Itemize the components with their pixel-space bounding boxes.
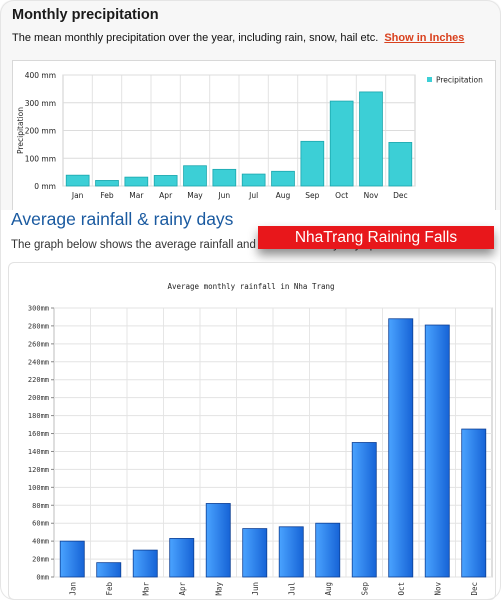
nhatrang-badge: NhaTrang Raining Falls bbox=[258, 226, 494, 249]
description-text: The mean monthly precipitation over the … bbox=[12, 32, 379, 44]
y-tick-label: 160mm bbox=[28, 430, 49, 438]
x-tick-label: Jun bbox=[217, 191, 230, 200]
x-tick-label: Jul bbox=[248, 191, 258, 200]
x-tick-label: Sep bbox=[305, 191, 319, 200]
x-tick-label: May bbox=[214, 582, 223, 596]
x-tick-label: Sep bbox=[360, 582, 369, 596]
x-tick-label: Feb bbox=[105, 582, 114, 596]
y-tick-label: 400 mm bbox=[25, 71, 56, 80]
bar-may bbox=[205, 503, 231, 578]
precipitation-chart-svg: 0 mm 100 mm 200 mm 300 mm 400 mm Precipitatio… bbox=[16, 71, 483, 200]
y-tick-label: 200mm bbox=[28, 394, 49, 402]
y-tick-label: 40mm bbox=[32, 538, 49, 546]
x-tick-label: Jul bbox=[287, 582, 296, 596]
x-tick-label: Aug bbox=[324, 582, 333, 596]
bar-oct bbox=[388, 318, 414, 578]
y-tick-label: 140mm bbox=[28, 448, 49, 456]
y-tick-label: 280mm bbox=[28, 322, 49, 330]
y-axis-label: Precipitation bbox=[16, 107, 25, 154]
y-tick-label: 0mm bbox=[36, 574, 49, 582]
bar-mar bbox=[132, 549, 158, 578]
y-tick-label: 200 mm bbox=[25, 127, 56, 136]
bar-jan bbox=[59, 540, 85, 578]
bar-oct bbox=[329, 100, 354, 187]
y-tick-label: 220mm bbox=[28, 376, 49, 384]
bar-sep bbox=[351, 442, 377, 578]
y-tick-label: 100 mm bbox=[25, 154, 56, 163]
bar-jan bbox=[65, 174, 90, 187]
x-tick-label: Apr bbox=[159, 191, 173, 200]
bar-jun bbox=[212, 168, 237, 187]
bar-apr bbox=[169, 538, 195, 578]
bar-jul bbox=[241, 173, 266, 187]
rainfall-heading: Average rainfall & rainy days bbox=[11, 209, 234, 229]
x-tick-label: Nov bbox=[433, 582, 442, 596]
x-tick-label: Apr bbox=[178, 582, 187, 596]
bar-mar bbox=[124, 176, 149, 187]
y-tick-label: 100mm bbox=[28, 484, 49, 492]
bar-aug bbox=[315, 522, 341, 578]
x-tick-label: Jan bbox=[71, 191, 84, 200]
x-tick-label: Dec bbox=[393, 191, 408, 200]
x-tick-label: Mar bbox=[141, 582, 150, 596]
x-tick-label: Oct bbox=[335, 191, 348, 200]
x-tick-label: Aug bbox=[276, 191, 291, 200]
bar-feb bbox=[95, 180, 119, 187]
bar-dec bbox=[461, 428, 487, 578]
y-tick-label: 20mm bbox=[32, 556, 49, 564]
y-tick-label: 180mm bbox=[28, 412, 49, 420]
section-title: Monthly precipitation bbox=[12, 7, 159, 23]
bar-jun bbox=[242, 528, 268, 578]
x-tick-label: May bbox=[187, 191, 203, 200]
legend-swatch bbox=[427, 77, 432, 82]
x-tick-label: Oct bbox=[397, 582, 406, 596]
bar-may bbox=[183, 165, 207, 187]
y-tick-label: 0 mm bbox=[34, 182, 56, 191]
rainfall-chart: Average monthly rainfall in Nha Trang 0mm… bbox=[8, 262, 496, 600]
legend-label: Precipitation bbox=[436, 76, 483, 85]
show-in-inches-link[interactable]: Show in Inches bbox=[384, 32, 465, 44]
x-tick-label: Jun bbox=[251, 582, 260, 596]
bar-nov bbox=[359, 91, 383, 187]
x-tick-label: Nov bbox=[364, 191, 379, 200]
bar-apr bbox=[153, 175, 178, 187]
x-tick-label: Jan bbox=[68, 582, 77, 596]
bar-dec bbox=[388, 142, 413, 187]
y-tick-label: 300 mm bbox=[25, 99, 56, 108]
y-tick-label: 300mm bbox=[28, 305, 49, 313]
precipitation-chart: 0 mm 100 mm 200 mm 300 mm 400 mm Precipitatio… bbox=[12, 60, 496, 220]
bar-sep bbox=[300, 140, 325, 187]
x-tick-label: Feb bbox=[100, 191, 114, 200]
y-tick-label: 60mm bbox=[32, 520, 49, 528]
x-tick-label: Dec bbox=[470, 582, 479, 596]
section-description: The mean monthly precipitation over the … bbox=[12, 32, 464, 44]
bar-aug bbox=[271, 170, 295, 187]
y-tick-label: 240mm bbox=[28, 358, 49, 366]
y-tick-label: 260mm bbox=[28, 340, 49, 348]
x-tick-label: Mar bbox=[129, 191, 144, 200]
bar-nov bbox=[424, 324, 450, 578]
y-tick-label: 80mm bbox=[32, 502, 49, 510]
bar-feb bbox=[96, 562, 122, 578]
y-tick-label: 120mm bbox=[28, 466, 49, 474]
chart-title: Average monthly rainfall in Nha Trang bbox=[167, 282, 334, 291]
rainfall-chart-svg: Average monthly rainfall in Nha Trang 0mm… bbox=[28, 282, 493, 596]
bar-jul bbox=[278, 526, 304, 578]
